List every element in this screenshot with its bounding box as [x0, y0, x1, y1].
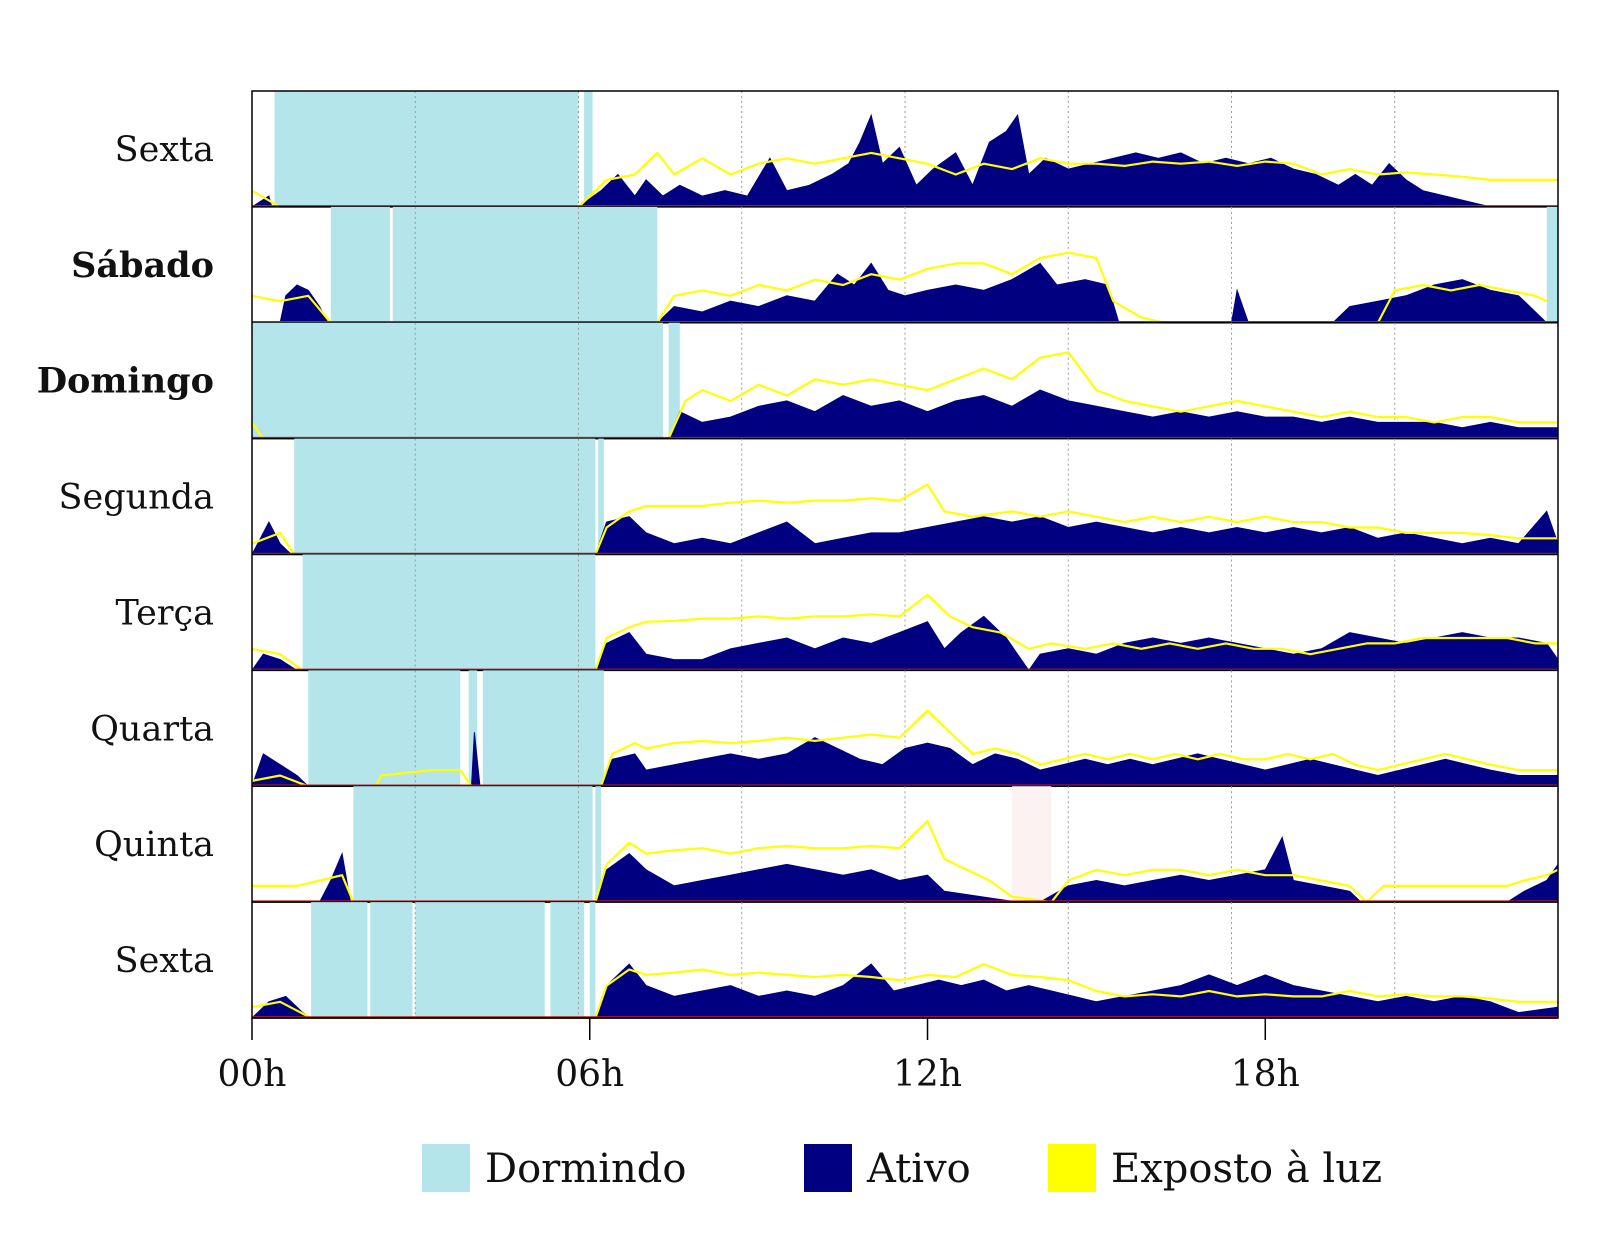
x-tick-label: 06h — [555, 1054, 624, 1095]
sleep-band — [668, 322, 680, 439]
light-line — [251, 963, 1558, 1020]
day-label: Segunda — [59, 478, 214, 518]
day-label: Sexta — [115, 130, 214, 170]
legend-swatch-sleep — [422, 1144, 470, 1192]
sleep-band — [468, 670, 478, 787]
legend-label-sleep: Dormindo — [485, 1146, 686, 1192]
legend: Dormindo Ativo Exposto à luz — [422, 1144, 1382, 1192]
day-row — [251, 786, 1559, 904]
day-row — [250, 902, 1559, 1020]
sleep-band — [252, 322, 663, 439]
legend-swatch-light — [1048, 1144, 1096, 1192]
day-label: Quinta — [94, 825, 214, 865]
sleep-band — [1546, 206, 1558, 323]
day-label: Sexta — [115, 941, 214, 981]
x-tick-label: 12h — [893, 1054, 962, 1095]
x-tick-label: 18h — [1231, 1054, 1300, 1095]
sleep-band — [550, 902, 585, 1018]
sleep-band — [392, 206, 658, 323]
light-line — [251, 351, 1558, 440]
sleep-band — [482, 670, 604, 787]
x-tick-label: 00h — [218, 1054, 287, 1095]
day-row — [251, 554, 1559, 672]
plot-frame — [251, 90, 1559, 1019]
day-label: Terça — [115, 593, 214, 633]
legend-label-active: Ativo — [866, 1146, 971, 1192]
light-line — [251, 593, 1558, 672]
sleep-band — [595, 786, 602, 903]
missing-data-band — [1011, 786, 1052, 903]
day-labels: Sexta Sábado Domingo Segunda Terça Quarta Quin… — [37, 130, 214, 981]
sleep-band — [330, 206, 390, 323]
sleep-band — [598, 438, 604, 555]
x-axis: 00h 06h 12h 18h — [218, 1018, 1300, 1095]
legend-swatch-active — [804, 1144, 852, 1192]
activity-area — [251, 113, 1491, 208]
day-label: Domingo — [37, 361, 214, 402]
sleep-band — [308, 670, 461, 787]
sleep-band — [274, 91, 579, 207]
sleep-band — [353, 786, 593, 903]
day-row — [251, 322, 1559, 440]
sleep-band — [311, 902, 368, 1018]
activity-area — [251, 836, 1559, 903]
light-line — [252, 820, 1559, 904]
sleep-band — [294, 438, 596, 555]
plot-area — [250, 90, 1559, 1020]
sleep-band — [415, 902, 545, 1018]
legend-label-light: Exposto à luz — [1111, 1146, 1382, 1192]
sleep-band — [589, 902, 596, 1018]
activity-area — [251, 615, 1559, 672]
light-line — [251, 151, 1558, 208]
sleep-band — [302, 554, 596, 671]
light-line — [251, 483, 1558, 556]
light-line — [251, 251, 1548, 324]
sleep-band — [370, 902, 413, 1018]
day-label: Quarta — [90, 709, 214, 749]
day-label: Sábado — [71, 245, 214, 286]
sleep-band — [584, 91, 593, 207]
